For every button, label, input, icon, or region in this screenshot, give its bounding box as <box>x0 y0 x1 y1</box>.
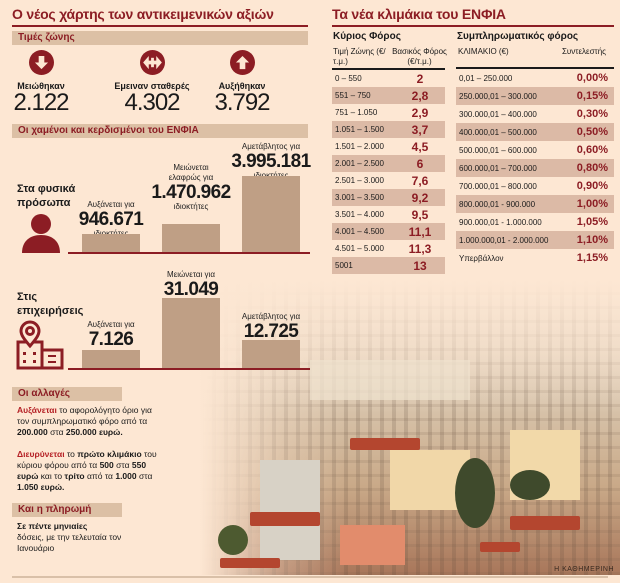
main-tax-header-rule <box>332 68 445 70</box>
main-tax-col-zone: Τιμή Ζώνης (€/τ.μ.) <box>333 47 386 66</box>
zone-value: 2.122 <box>13 89 69 116</box>
bar-caption-businesses-increase: Αυξάνεται για 7.126 <box>87 320 135 350</box>
main-tax-col-tax: Βασικός Φόρος (€/τ.μ.) <box>392 47 447 66</box>
table-row: 1.000.000,01 - 2.000.000 1,10% <box>456 231 614 249</box>
left-title: Ο νέος χάρτης των αντικειμενικών αξιών <box>12 6 274 22</box>
main-tax-heading: Κύριος Φόρος <box>333 31 401 42</box>
table-row: 751 – 1.050 2,9 <box>335 105 429 120</box>
bar-businesses-increase <box>82 350 140 368</box>
table-row: 300.000,01 – 400.000 0,30% <box>459 108 608 120</box>
bar-caption-individuals-unchanged: Αμετάβλητος για 3.995.181 ιδιοκτήτες <box>231 142 311 180</box>
supp-tax-heading: Συμπληρωματικός φόρος <box>457 31 579 42</box>
supp-tax-col-rate: Συντελεστής <box>561 47 606 56</box>
athens-cityscape-photo <box>200 280 620 575</box>
table-row: 4.501 – 5.000 11,3 <box>335 241 432 256</box>
individuals-label: Στα φυσικά πρόσωπα <box>17 183 76 209</box>
zone-unchanged: Εμειναν σταθερές 4.302 <box>107 50 197 115</box>
table-row: 700.000,01 – 800.000 0,90% <box>459 180 608 192</box>
table-row: 600.000,01 – 700.000 0,80% <box>456 159 614 177</box>
zone-label: Μειώθηκαν <box>17 81 65 91</box>
change-note-2: Διευρύνεται το πρώτο κλιμάκιο του κύριου… <box>17 449 157 492</box>
table-row: 1.501 – 2.000 4,5 <box>335 139 429 154</box>
table-row: 551 – 750 2,8 <box>332 87 445 104</box>
person-icon <box>20 212 62 259</box>
photo-credit: Η ΚΑΘΗΜΕΡΙΝΗ <box>554 566 614 573</box>
change-note-1: Αυξάνεται το αφορολόγητο όριο για τον συ… <box>17 405 152 437</box>
zone-label: Αυξήθηκαν <box>218 81 266 91</box>
bar-businesses-decrease <box>162 298 220 368</box>
table-row: 3.501 – 4.000 9,5 <box>335 207 429 222</box>
winners-losers-band: Οι χαμένοι και κερδισμένοι του ΕΝΦΙΑ <box>12 124 308 138</box>
arrow-up-circle-icon <box>229 50 255 75</box>
zone-prices-band: Τιμές ζώνης <box>12 31 308 45</box>
table-row: 500.000,01 – 600.000 0,60% <box>459 144 608 156</box>
right-title-rule <box>332 25 614 27</box>
bar-individuals-unchanged <box>242 176 300 252</box>
zone-increased: Αυξήθηκαν 3.792 <box>197 50 287 115</box>
bar-individuals-increase <box>82 234 140 252</box>
bar-individuals-decrease <box>162 224 220 252</box>
building-location-icon <box>16 320 66 375</box>
zone-label: Εμειναν σταθερές <box>114 81 190 91</box>
table-row: 3.001 – 3.500 9,2 <box>332 189 445 206</box>
businesses-baseline <box>68 368 310 370</box>
left-title-rule <box>12 25 308 27</box>
bar-caption-individuals-increase: Αυξάνεται για 946.671 ιδιοκτήτες <box>78 200 144 238</box>
individuals-baseline <box>68 252 310 254</box>
bottom-divider <box>12 576 608 578</box>
table-row: 0,01 – 250.000 0,00% <box>459 72 608 84</box>
table-row: 800.000,01 - 900.000 1,00% <box>456 195 614 213</box>
table-row: 0 – 550 2 <box>335 71 424 86</box>
zone-value: 4.302 <box>124 89 180 116</box>
table-row: 4.001 – 4.500 11,1 <box>332 223 445 240</box>
right-title: Τα νέα κλιμάκια του ΕΝΦΙΑ <box>332 6 506 22</box>
changes-band: Οι αλλαγές <box>12 387 122 401</box>
table-row: 2.001 – 2.500 6 <box>332 155 445 172</box>
table-row: 1.051 – 1.500 3,7 <box>332 121 445 138</box>
bar-businesses-unchanged <box>242 340 300 368</box>
arrow-down-circle-icon <box>28 50 54 75</box>
supp-tax-col-bracket: ΚΛΙΜΑΚΙΟ (€) <box>458 47 509 56</box>
supp-tax-header-rule <box>456 67 614 69</box>
table-row: 900.000,01 - 1.000.000 1,05% <box>459 216 608 228</box>
table-row: 400.000,01 – 500.000 0,50% <box>456 123 614 141</box>
table-row: Υπερβάλλον 1,15% <box>459 252 608 264</box>
table-row: 5001 13 <box>332 257 445 274</box>
bar-caption-individuals-decrease: Μειώνεται ελαφρώς για 1.470.962 ιδιοκτήτ… <box>151 163 231 211</box>
table-row: 2.501 – 3.000 7,6 <box>335 173 429 188</box>
bar-caption-businesses-decrease: Μειώνεται για 31.049 <box>163 270 219 300</box>
table-row: 250.000,01 – 300.000 0,15% <box>456 87 614 105</box>
businesses-label: Στις επιχειρήσεις <box>17 291 84 317</box>
zone-decreased: Μειώθηκαν 2.122 <box>0 50 86 115</box>
bar-caption-businesses-unchanged: Αμετάβλητος για 12.725 <box>241 312 301 342</box>
zone-value: 3.792 <box>214 89 270 116</box>
payment-note: Σε πέντε μηνιαίες δόσεις, με την τελευτα… <box>17 521 122 553</box>
payment-band: Και η πληρωμή <box>12 503 122 517</box>
arrow-both-circle-icon <box>139 50 165 75</box>
